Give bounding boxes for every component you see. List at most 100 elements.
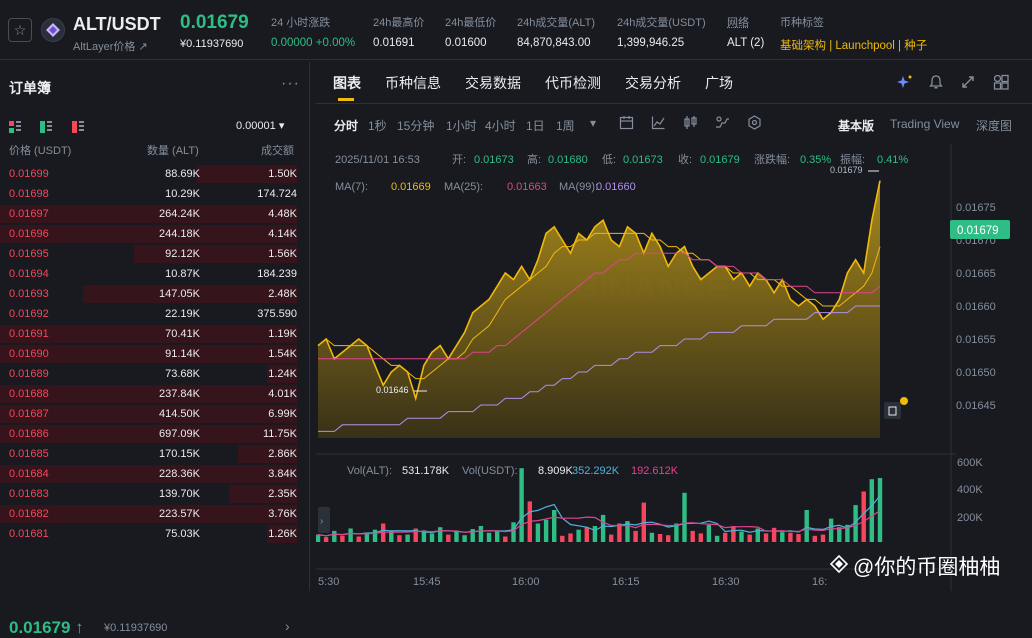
tab-chart[interactable]: 图表 bbox=[333, 75, 361, 91]
depth-bar bbox=[83, 285, 297, 303]
pair-title[interactable]: ALT/USDT bbox=[73, 14, 161, 34]
stat-24h-low-value: 0.01600 bbox=[445, 37, 487, 49]
view-depth-chart[interactable]: 深度图 bbox=[976, 119, 1013, 133]
bids-only-icon[interactable] bbox=[40, 120, 53, 133]
ask-row[interactable]: 0.01690 91.14K 1.54K bbox=[0, 344, 310, 364]
volume-bar bbox=[486, 532, 492, 542]
depth-bar bbox=[0, 325, 297, 343]
volume-bar bbox=[429, 533, 435, 542]
interval-1h[interactable]: 1小时 bbox=[446, 119, 477, 133]
favorite-star-icon[interactable]: ☆ bbox=[8, 18, 32, 42]
interval-line[interactable]: 分时 bbox=[334, 119, 359, 133]
depth-bar bbox=[0, 405, 297, 423]
asks-only-icon[interactable] bbox=[71, 120, 84, 133]
volume-bar bbox=[690, 530, 695, 542]
indicator-icon[interactable] bbox=[651, 115, 666, 133]
both-sides-icon[interactable] bbox=[9, 120, 21, 133]
volume-bar bbox=[372, 529, 378, 542]
volume-bar bbox=[478, 526, 484, 542]
ask-row[interactable]: 0.01682 223.57K 3.76K bbox=[0, 504, 310, 524]
ask-row[interactable]: 0.01697 264.24K 4.48K bbox=[0, 204, 310, 224]
view-trading-view[interactable]: Trading View bbox=[890, 117, 960, 131]
collapse-left-icon[interactable] bbox=[318, 507, 330, 533]
depth-toggle-icon[interactable] bbox=[715, 115, 730, 133]
ask-row[interactable]: 0.01692 22.19K 375.590 bbox=[0, 304, 310, 324]
more-icon[interactable]: ··· bbox=[281, 75, 300, 92]
tab-token-check[interactable]: 代币检测 bbox=[545, 75, 601, 91]
view-basic[interactable]: 基本版 bbox=[838, 119, 875, 133]
layout-grid-icon[interactable] bbox=[992, 74, 1010, 92]
ask-row[interactable]: 0.01694 10.87K 184.239 bbox=[0, 264, 310, 284]
ask-price: 0.01691 bbox=[9, 328, 49, 340]
ask-row[interactable]: 0.01687 414.50K 6.99K bbox=[0, 404, 310, 424]
ask-row[interactable]: 0.01696 244.18K 4.14K bbox=[0, 224, 310, 244]
settings-icon[interactable] bbox=[747, 115, 762, 133]
depth-bar bbox=[0, 205, 297, 223]
interval-15m[interactable]: 15分钟 bbox=[397, 119, 435, 133]
stat-tags-label: 币种标签 bbox=[780, 17, 824, 29]
interval-1s[interactable]: 1秒 bbox=[368, 119, 387, 133]
tab-trading-data[interactable]: 交易数据 bbox=[465, 75, 521, 91]
volume-bar bbox=[316, 534, 321, 542]
vol-alt-value: 531.178K bbox=[402, 465, 450, 477]
ask-price: 0.01693 bbox=[9, 288, 49, 300]
depth-bar bbox=[196, 165, 297, 183]
price-area-layer bbox=[317, 180, 881, 438]
tab-square[interactable]: 广场 bbox=[705, 75, 733, 91]
tab-trade-analysis[interactable]: 交易分析 bbox=[625, 75, 681, 91]
stat-tags-value[interactable]: 基础架构 | Launchpool | 种子 bbox=[780, 40, 928, 52]
ask-qty: 139.70K bbox=[159, 488, 200, 500]
expand-icon[interactable] bbox=[959, 74, 977, 92]
ask-qty: 244.18K bbox=[159, 228, 200, 240]
volume-bar bbox=[625, 521, 630, 542]
ask-row[interactable]: 0.01689 73.68K 1.24K bbox=[0, 364, 310, 384]
volume-bar bbox=[617, 523, 622, 542]
ask-row[interactable]: 0.01681 75.03K 1.26K bbox=[0, 524, 310, 544]
ask-row[interactable]: 0.01684 228.36K 3.84K bbox=[0, 464, 310, 484]
bell-icon[interactable] bbox=[927, 74, 945, 92]
tick-size-select[interactable]: 0.00001 ▾ bbox=[236, 120, 285, 132]
ask-row[interactable]: 0.01699 88.69K 1.50K bbox=[0, 164, 310, 184]
ask-row[interactable]: 0.01685 170.15K 2.86K bbox=[0, 444, 310, 464]
stat-network-value[interactable]: ALT (2) bbox=[727, 37, 765, 49]
volume-bar bbox=[332, 530, 337, 542]
volume-bar bbox=[714, 535, 720, 542]
low-marker: 0.01646 bbox=[376, 385, 409, 395]
ask-row[interactable]: 0.01686 697.09K 11.75K bbox=[0, 424, 310, 444]
price-line bbox=[317, 180, 881, 402]
coin-info-link[interactable]: AltLayer价格 ↗ bbox=[73, 41, 148, 53]
price-chart[interactable]: BINANCE 0.016750.016700.016650.016600.01… bbox=[316, 144, 1032, 591]
volume-bar bbox=[666, 535, 671, 542]
ask-row[interactable]: 0.01695 92.12K 1.56K bbox=[0, 244, 310, 264]
ask-row[interactable]: 0.01683 139.70K 2.35K bbox=[0, 484, 310, 504]
volume-axis-label: 400K bbox=[957, 484, 983, 496]
interval-1d[interactable]: 1日 bbox=[526, 119, 545, 133]
chart-tabs: 图表 币种信息 交易数据 代币检测 交易分析 广场 bbox=[316, 62, 1032, 104]
order-book-current-price-usd: ¥0.11937690 bbox=[104, 622, 168, 634]
calendar-icon[interactable] bbox=[619, 115, 634, 133]
volume-bar bbox=[674, 523, 679, 542]
ask-row[interactable]: 0.01693 147.05K 2.48K bbox=[0, 284, 310, 304]
ask-row[interactable]: 0.01691 70.41K 1.19K bbox=[0, 324, 310, 344]
price-axis-label: 0.01655 bbox=[956, 334, 996, 346]
ma7-label: MA(7): bbox=[335, 181, 368, 193]
ma7-line bbox=[317, 232, 881, 380]
interval-more-icon[interactable]: ▾ bbox=[590, 116, 597, 130]
interval-1w[interactable]: 1周 bbox=[556, 119, 575, 133]
ai-sparkle-icon[interactable] bbox=[896, 74, 914, 92]
vol-ma-slow-line bbox=[317, 510, 881, 537]
current-price-tag-text: 0.01679 bbox=[957, 225, 999, 237]
volume-bar bbox=[560, 535, 565, 542]
volume-bar bbox=[633, 530, 638, 542]
ask-row[interactable]: 0.01698 10.29K 174.724 bbox=[0, 184, 310, 204]
interval-4h[interactable]: 4小时 bbox=[485, 119, 516, 133]
time-axis-label: 16:30 bbox=[712, 576, 740, 588]
chevron-right-icon[interactable]: › bbox=[285, 618, 290, 634]
candle-type-icon[interactable] bbox=[683, 115, 698, 133]
ask-price: 0.01696 bbox=[9, 228, 49, 240]
ask-row[interactable]: 0.01688 237.84K 4.01K bbox=[0, 384, 310, 404]
tab-coin-info[interactable]: 币种信息 bbox=[385, 75, 441, 91]
chart-note-icon[interactable] bbox=[884, 402, 901, 419]
ask-total: 4.01K bbox=[268, 388, 297, 400]
stat-24h-change-value: 0.00000 +0.00% bbox=[271, 37, 356, 49]
